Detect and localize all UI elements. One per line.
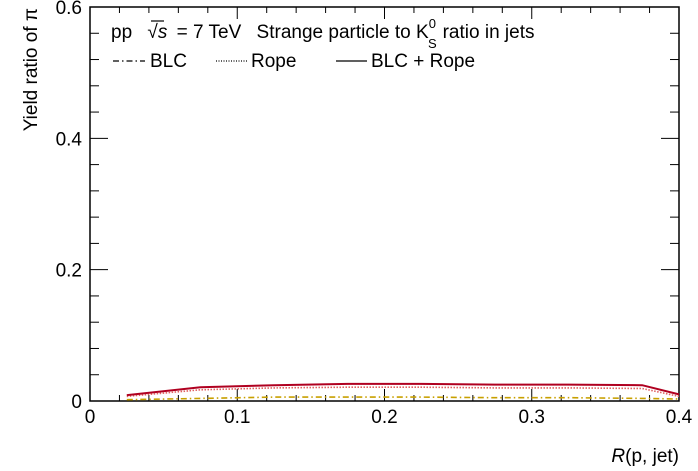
series-line-blc-rope [126,382,680,397]
x-tick-label: 0.2 [371,407,397,428]
x-axis-title-rest: (p, jet) [625,446,679,467]
header-energy-value: = 7 TeV [177,22,242,43]
y-tick-label: 0.4 [56,129,83,150]
header-description-post: ratio in jets [443,22,535,43]
legend: BLC Rope BLC + Rope [113,51,475,72]
legend-label-rope: Rope [251,51,296,72]
y-axis-title: Yield ratio of π [21,8,42,131]
series-layer [126,382,680,401]
header-collision: pp [111,22,132,43]
x-axis-title: R(p, jet) [611,446,679,467]
series-line-rope [126,386,680,398]
x-tick-label: 0 [85,407,96,428]
axis-ticks: 0 0.1 0.2 0.3 0.4 0 0.2 0.4 0.6 [56,0,693,428]
chart-header: pp √s = 7 TeV Strange particle to K0 Srat… [111,16,534,51]
x-axis-title-italic: R [611,446,625,467]
y-tick-label: 0.6 [56,0,82,19]
series-line-blc [126,396,680,401]
header-energy-var: s [158,22,168,43]
legend-label-blc-rope: BLC + Rope [371,51,475,72]
y-tick-label: 0.2 [56,261,82,282]
header-description-sub: S [428,36,437,51]
header-description-sup: 0 [429,16,436,31]
y-tick-label: 0 [71,392,82,413]
x-tick-label: 0.1 [224,407,250,428]
header-sqrt: √ [147,22,158,43]
x-tick-label: 0.3 [519,407,545,428]
legend-label-blc: BLC [150,51,187,72]
header-description: Strange particle to K [257,22,429,43]
x-tick-label: 0.4 [666,407,693,428]
